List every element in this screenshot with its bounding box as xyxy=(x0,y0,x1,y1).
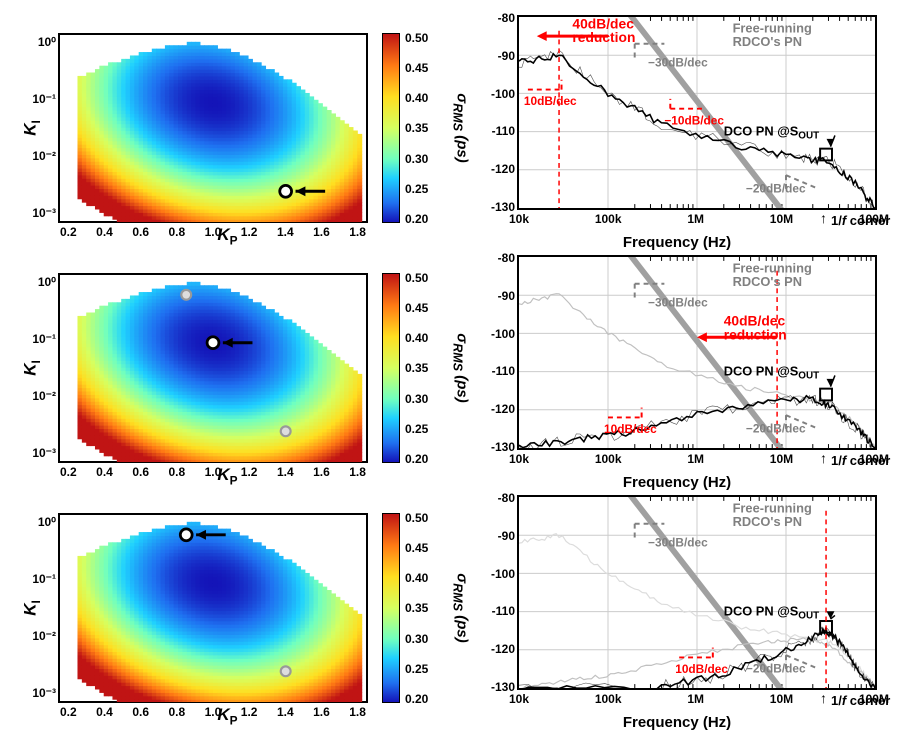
pn-panel-0: Phase Noise (dBc/Hz) Free-runningRDCO's … xyxy=(457,10,897,245)
svg-text:Free-runningRDCO's PN: Free-runningRDCO's PN xyxy=(733,20,812,49)
f-corner-label: 1/f corner xyxy=(831,693,890,708)
pn-xlabel: Frequency (Hz) xyxy=(623,474,731,491)
contour-xlabel: KP xyxy=(217,705,237,727)
contour-xticks: 0.20.40.60.81.01.21.41.61.8 xyxy=(60,705,366,719)
pn-xlabel: Frequency (Hz) xyxy=(623,714,731,731)
pn-yticks: -80-90-100-110-120-130 xyxy=(481,251,515,454)
contour-panel-1: KI 10⁰10⁻¹10⁻²10⁻³ 0.20.40.60.81.01.21.4… xyxy=(10,250,445,485)
pn-panel-1: Phase Noise (dBc/Hz) Free-runningRDCO's … xyxy=(457,250,897,485)
svg-text:40dB/decreduction: 40dB/decreduction xyxy=(572,17,635,45)
contour-svg-0 xyxy=(60,35,366,223)
colorbar-2: 0.500.450.400.350.300.250.20 xyxy=(382,513,400,703)
pn-xlabel: Frequency (Hz) xyxy=(623,234,731,251)
contour-yticks: 10⁰10⁻¹10⁻²10⁻³ xyxy=(24,35,56,221)
contour-svg-1 xyxy=(60,275,366,463)
contour-xlabel: KP xyxy=(217,465,237,487)
colorbar-0: 0.500.450.400.350.300.250.20 xyxy=(382,33,400,223)
pn-yticks: -80-90-100-110-120-130 xyxy=(481,11,515,214)
contour-yticks: 10⁰10⁻¹10⁻²10⁻³ xyxy=(24,515,56,701)
pn-yticks: -80-90-100-110-120-130 xyxy=(481,491,515,694)
contour-panel-0: KI 10⁰10⁻¹10⁻²10⁻³ 0.20.40.60.81.01.21.4… xyxy=(10,10,445,245)
contour-axes-2: 10⁰10⁻¹10⁻²10⁻³ 0.20.40.60.81.01.21.41.6… xyxy=(58,513,368,703)
f-corner-arrow-icon: ↑ xyxy=(820,210,827,226)
contour-axes-1: 10⁰10⁻¹10⁻²10⁻³ 0.20.40.60.81.01.21.41.6… xyxy=(58,273,368,463)
svg-text:DCO PN @SOUT: DCO PN @SOUT xyxy=(724,123,819,141)
contour-yticks: 10⁰10⁻¹10⁻²10⁻³ xyxy=(24,275,56,461)
contour-xticks: 0.20.40.60.81.01.21.41.61.8 xyxy=(60,465,366,479)
pn-axes-2: Free-runningRDCO's PN−30dB/dec−20dB/decD… xyxy=(517,495,877,690)
pn-svg-2: Free-runningRDCO's PN−30dB/dec−20dB/decD… xyxy=(519,497,875,688)
svg-text:−30dB/dec: −30dB/dec xyxy=(648,56,708,70)
contour-xlabel: KP xyxy=(217,225,237,247)
pn-svg-0: Free-runningRDCO's PN −30dB/dec −20dB/dec D… xyxy=(519,17,875,208)
colorbar-1: 0.500.450.400.350.300.250.20 xyxy=(382,273,400,463)
pn-panel-2: Phase Noise (dBc/Hz) Free-runningRDCO's … xyxy=(457,490,897,725)
colorbar-ticks: 0.500.450.400.350.300.250.20 xyxy=(405,271,428,467)
svg-text:−20dB/dec: −20dB/dec xyxy=(746,182,806,196)
contour-svg-2 xyxy=(60,515,366,703)
f-corner-label: 1/f corner xyxy=(831,213,890,228)
svg-text:10dB/dec: 10dB/dec xyxy=(524,94,577,108)
f-corner-arrow-icon: ↑ xyxy=(820,450,827,466)
pn-svg-1: Free-runningRDCO's PN−30dB/dec−20dB/decD… xyxy=(519,257,875,448)
svg-text:−10dB/dec: −10dB/dec xyxy=(664,113,724,127)
pn-axes-0: Free-runningRDCO's PN −30dB/dec −20dB/dec D… xyxy=(517,15,877,210)
pn-axes-1: Free-runningRDCO's PN−30dB/dec−20dB/decD… xyxy=(517,255,877,450)
colorbar-ticks: 0.500.450.400.350.300.250.20 xyxy=(405,31,428,227)
f-corner-label: 1/f corner xyxy=(831,453,890,468)
figure-grid: KI 10⁰10⁻¹10⁻²10⁻³ 0.20.40.60.81.01.21.4… xyxy=(10,10,887,725)
contour-panel-2: KI 10⁰10⁻¹10⁻²10⁻³ 0.20.40.60.81.01.21.4… xyxy=(10,490,445,725)
contour-axes-0: 10⁰10⁻¹10⁻²10⁻³ 0.20.40.60.81.01.21.41.6… xyxy=(58,33,368,223)
contour-xticks: 0.20.40.60.81.01.21.41.61.8 xyxy=(60,225,366,239)
f-corner-arrow-icon: ↑ xyxy=(820,690,827,706)
colorbar-ticks: 0.500.450.400.350.300.250.20 xyxy=(405,511,428,707)
